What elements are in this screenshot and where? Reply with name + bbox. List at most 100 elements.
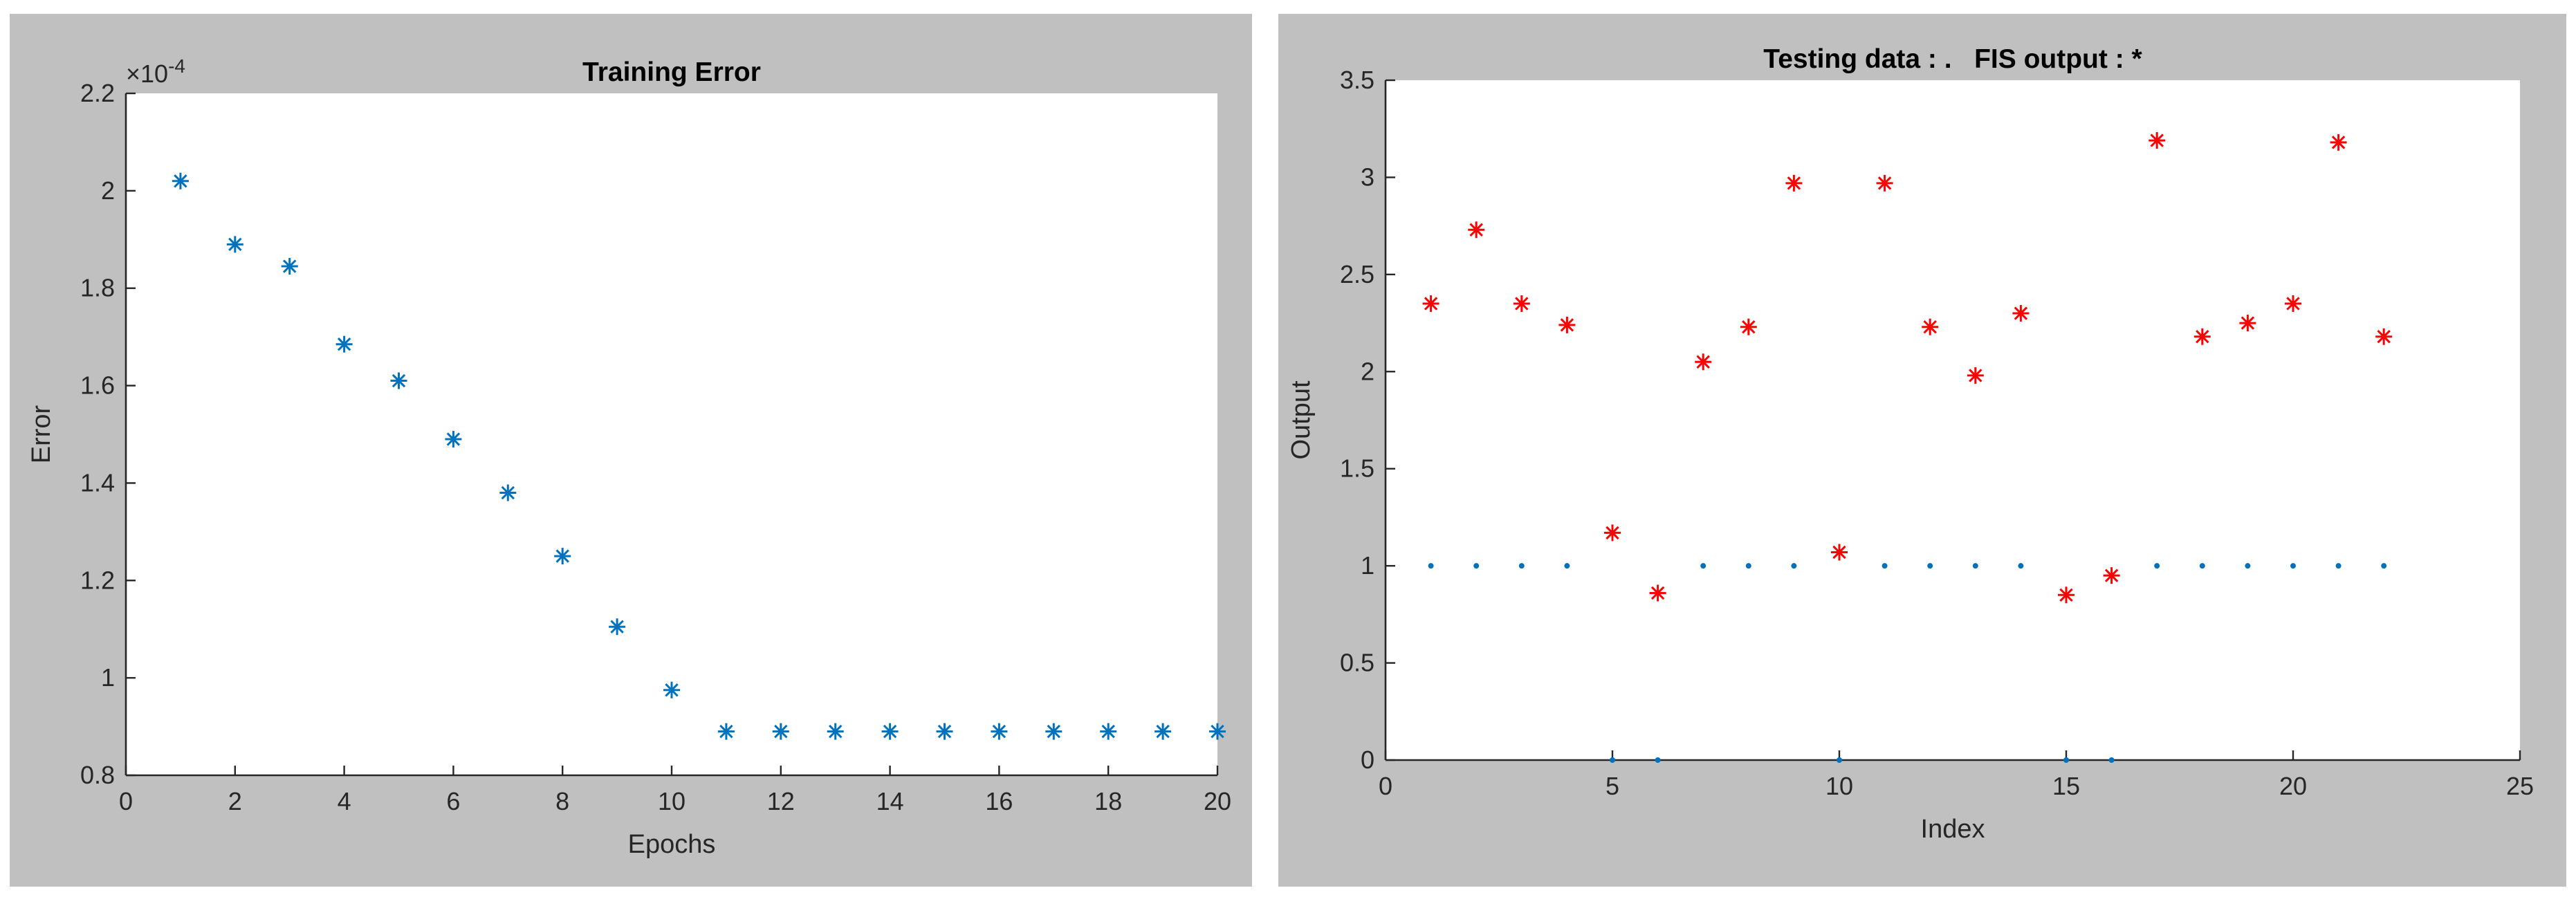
plot-area <box>1386 80 2520 760</box>
data-point-dot <box>2335 563 2342 569</box>
data-point-dot <box>1972 563 1978 569</box>
y-tick-label: 0.8 <box>80 761 115 789</box>
data-point-dot <box>1700 563 1706 569</box>
data-point-asterisk <box>1740 318 1757 335</box>
data-point-asterisk <box>827 723 844 740</box>
data-point-asterisk <box>2330 133 2347 151</box>
data-point-asterisk <box>1785 174 1803 192</box>
data-point-asterisk <box>991 723 1008 740</box>
data-point-asterisk <box>1513 295 1530 312</box>
y-tick-label: 3.5 <box>1340 66 1374 94</box>
y-tick-label: 2.5 <box>1340 260 1374 288</box>
x-axis-label: Epochs <box>628 830 716 859</box>
training-error-chart: 0 2 4 6 8 10 12 14 16 18 20 0.8 1 1.2 1.4 1.6 1.8 2 2.2 Tra… <box>27 55 1231 859</box>
x-tick-label: 14 <box>876 787 904 815</box>
data-point-dot <box>2108 757 2115 763</box>
x-tick-label: 18 <box>1094 787 1122 815</box>
data-point-dot <box>1745 563 1751 569</box>
x-tick-label: 0 <box>119 787 133 815</box>
testing-output-figure: 0 5 10 15 20 25 0 0.5 1 1.5 2 2.5 3 3.5 Testing data :… <box>1278 14 2566 887</box>
data-point-asterisk <box>1604 524 1621 542</box>
data-point-asterisk <box>2285 295 2301 312</box>
x-tick-label: 20 <box>2279 772 2307 800</box>
x-tick-label: 10 <box>658 787 686 815</box>
data-point-asterisk <box>1468 221 1485 239</box>
training-error-figure: 0 2 4 6 8 10 12 14 16 18 20 0.8 1 1.2 1.4 1.6 1.8 2 2.2 Tra… <box>10 14 1252 887</box>
data-point-asterisk <box>717 723 735 740</box>
data-point-dot <box>1655 757 1661 763</box>
data-point-asterisk <box>663 681 680 699</box>
data-point-asterisk <box>226 236 243 253</box>
data-point-dot <box>1518 563 1525 569</box>
y-tick-label: 1.2 <box>80 566 115 594</box>
data-point-asterisk <box>1558 316 1576 333</box>
x-axis-label: Index <box>1921 815 1985 844</box>
x-tick-label: 16 <box>985 787 1013 815</box>
y-tick-label: 2 <box>101 176 115 205</box>
data-point-dot <box>1837 757 1842 763</box>
data-point-asterisk <box>936 723 953 740</box>
y-axis-label: Error <box>27 405 56 463</box>
y-tick-label: 1.5 <box>1340 454 1374 483</box>
data-point-asterisk <box>1649 584 1666 602</box>
data-point-asterisk <box>1695 353 1712 371</box>
data-point-asterisk <box>499 484 517 501</box>
data-point-asterisk <box>281 258 298 275</box>
x-tick-label: 8 <box>555 787 569 815</box>
data-point-dot <box>2063 757 2069 763</box>
x-tick-label: 2 <box>228 787 242 815</box>
testing-output-chart: 0 5 10 15 20 25 0 0.5 1 1.5 2 2.5 3 3.5 Testing data :… <box>1287 44 2534 844</box>
data-point-asterisk <box>1045 723 1062 740</box>
data-point-dot <box>1564 563 1570 569</box>
data-point-dot <box>2381 563 2387 569</box>
y-exponent-label: ×10-4 <box>126 55 185 88</box>
data-point-asterisk <box>2375 328 2393 345</box>
data-point-dot <box>2018 563 2024 569</box>
data-point-dot <box>2199 563 2205 569</box>
data-point-asterisk <box>2103 567 2120 584</box>
y-tick-label: 3 <box>1361 163 1374 191</box>
data-point-asterisk <box>1422 295 1439 312</box>
data-point-asterisk <box>1922 318 1939 335</box>
x-tick-label: 5 <box>1606 772 1619 800</box>
data-point-dot <box>1610 757 1615 763</box>
data-point-asterisk <box>881 723 899 740</box>
data-point-asterisk <box>2058 586 2074 604</box>
data-point-asterisk <box>2193 328 2211 345</box>
y-tick-label: 0 <box>1361 746 1374 774</box>
plot-area <box>126 93 1217 775</box>
y-tick-label: 0.5 <box>1340 649 1374 677</box>
x-tick-label: 20 <box>1204 787 1231 815</box>
data-point-dot <box>2154 563 2160 569</box>
data-point-asterisk <box>609 618 626 636</box>
y-tick-label: 1.8 <box>80 274 115 302</box>
x-tick-label: 6 <box>446 787 460 815</box>
data-point-dot <box>1882 563 1888 569</box>
data-point-asterisk <box>1831 544 1848 561</box>
y-tick-label: 2.2 <box>80 79 115 107</box>
y-tick-label: 1 <box>101 663 115 692</box>
x-tick-label: 10 <box>1825 772 1853 800</box>
data-point-dot <box>1927 563 1933 569</box>
y-tick-label: 1.4 <box>80 468 115 497</box>
x-tick-label: 15 <box>2052 772 2080 800</box>
data-point-asterisk <box>172 172 189 189</box>
data-point-asterisk <box>2149 132 2166 149</box>
data-point-dot <box>1428 563 1434 569</box>
data-point-asterisk <box>335 335 353 353</box>
data-point-asterisk <box>445 431 462 448</box>
data-point-asterisk <box>1100 723 1117 740</box>
data-point-asterisk <box>772 723 789 740</box>
data-point-dot <box>2290 563 2296 569</box>
y-tick-label: 2 <box>1361 357 1374 385</box>
chart-title: Training Error <box>582 57 761 87</box>
data-point-asterisk <box>1154 723 1172 740</box>
x-tick-label: 0 <box>1379 772 1392 800</box>
data-point-asterisk <box>2012 305 2030 322</box>
data-point-dot <box>2245 563 2251 569</box>
y-axis-label: Output <box>1287 380 1316 460</box>
y-tick-label: 1.6 <box>80 371 115 400</box>
x-tick-label: 12 <box>767 787 795 815</box>
data-point-asterisk <box>1876 174 1893 192</box>
y-tick-label: 1 <box>1361 551 1374 580</box>
